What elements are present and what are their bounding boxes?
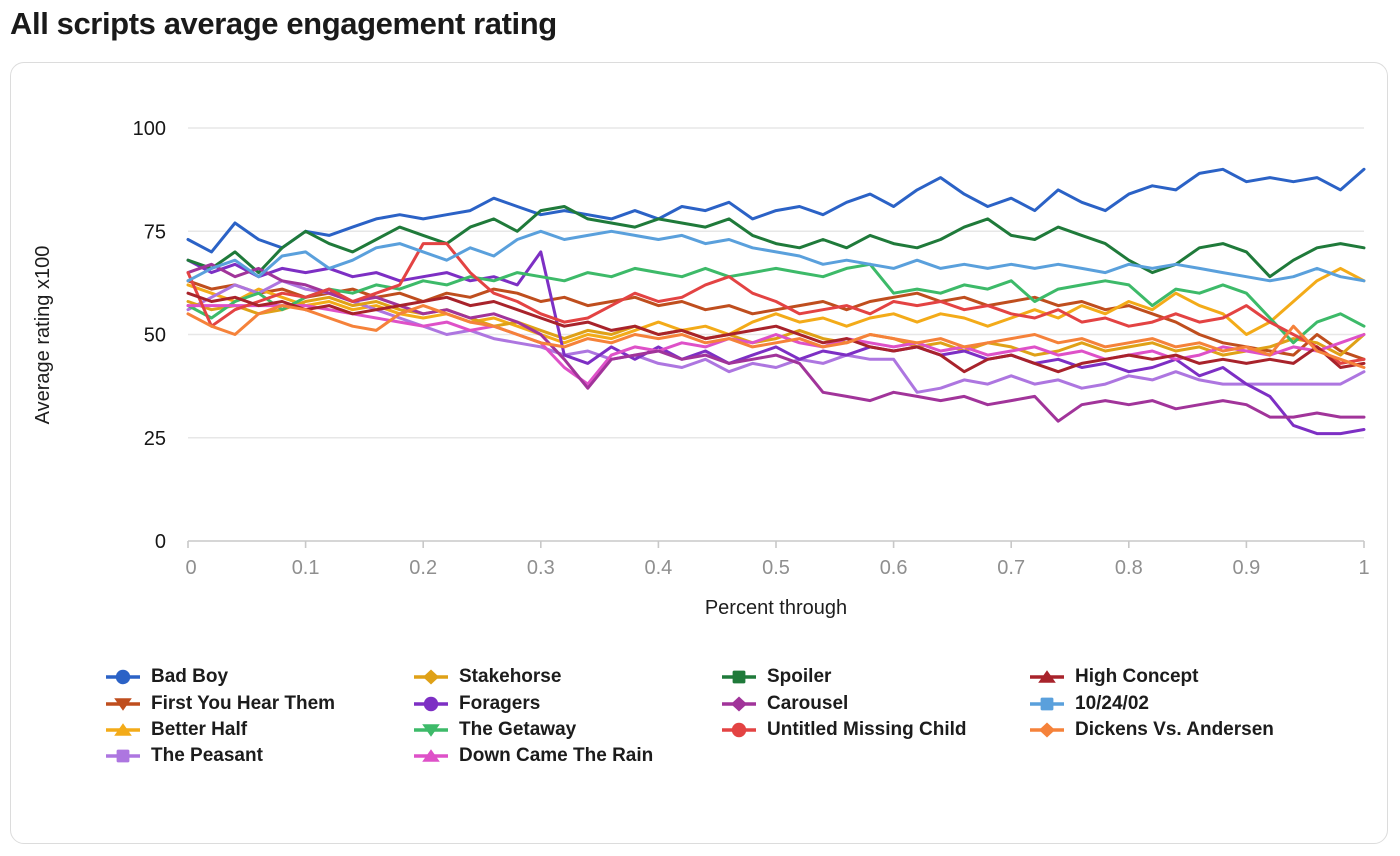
x-tick-label: 0.7 (997, 557, 1025, 579)
y-axis-title: Average rating x100 (32, 246, 54, 425)
circle-marker-icon (722, 722, 756, 738)
y-tick-label: 100 (133, 118, 166, 140)
series-line-dickens-vs-andersen (186, 304, 1366, 369)
series-line-the-getaway (186, 262, 1366, 345)
legend-item-stakehorse: Stakehorse (413, 664, 721, 690)
triangle-up-marker-icon (1030, 670, 1064, 683)
legend-label: Down Came The Rain (459, 745, 654, 767)
series-line-10-24-02 (186, 229, 1366, 283)
series-line-foragers (186, 250, 1366, 436)
series-line-the-peasant (186, 279, 1366, 394)
chart-card: 0 25 50 75 100 0 0.1 0.2 0.3 0.4 0.5 0.6 0.7 0.8 0.9 1 … (10, 62, 1388, 844)
series-line-stakehorse (186, 295, 1366, 357)
x-tick-label: 0.4 (644, 557, 672, 579)
x-tick-label: 0.1 (292, 557, 320, 579)
x-tick-label: 1 (1358, 557, 1369, 579)
y-tick-label: 50 (144, 325, 166, 347)
x-tick-label: 0 (185, 557, 196, 579)
legend-label: Better Half (151, 718, 248, 740)
legend-label: Untitled Missing Child (767, 718, 967, 740)
y-tick-label: 0 (155, 531, 166, 553)
diamond-marker-icon (1030, 722, 1064, 738)
legend-item-10-24-02: 10/24/02 (1029, 690, 1337, 716)
square-marker-icon (722, 670, 756, 684)
legend-item-foragers: Foragers (413, 690, 721, 716)
legend-item-untitled-missing-child: Untitled Missing Child (721, 717, 1029, 743)
legend-label: The Peasant (151, 745, 263, 767)
legend-column: High Concept 10/24/02 Dickens Vs. Andersen (1029, 664, 1337, 743)
square-marker-icon (106, 749, 140, 763)
triangle-down-marker-icon (106, 697, 140, 711)
legend-label: Dickens Vs. Andersen (1075, 718, 1274, 740)
series-line-bad-boy (186, 167, 1366, 254)
legend-column: Bad Boy First You Hear Them Better Half The… (105, 664, 413, 770)
x-tick-label: 0.9 (1232, 557, 1260, 579)
legend-label: The Getaway (459, 718, 577, 740)
series-line-first-you-hear-them (186, 279, 1366, 361)
x-tick-label: 0.6 (880, 557, 908, 579)
series-line-high-concept (186, 291, 1366, 374)
triangle-up-marker-icon (106, 723, 140, 736)
y-tick-label: 25 (144, 428, 166, 450)
diamond-marker-icon (722, 696, 756, 712)
triangle-up-marker-icon (414, 749, 448, 763)
legend-item-spoiler: Spoiler (721, 664, 1029, 690)
circle-marker-icon (106, 669, 140, 685)
legend-label: Stakehorse (459, 666, 562, 688)
x-tick-label: 0.3 (527, 557, 555, 579)
legend-label: 10/24/02 (1075, 692, 1149, 714)
series-line-untitled-missing-child (186, 242, 1366, 365)
x-axis-title: Percent through (705, 597, 847, 619)
series-layer (186, 167, 1366, 436)
legend-item-first-you-hear-them: First You Hear Them (105, 690, 413, 716)
legend-column: Stakehorse Foragers The Getaway Down Came T… (413, 664, 721, 770)
legend-item-carousel: Carousel (721, 690, 1029, 716)
legend-label: Bad Boy (151, 666, 229, 688)
legend-item-bad-boy: Bad Boy (105, 664, 413, 690)
legend-item-high-concept: High Concept (1029, 664, 1337, 690)
diamond-marker-icon (414, 669, 448, 685)
legend-label: Spoiler (767, 666, 832, 688)
legend-column: Spoiler Carousel Untitled Missing Child (721, 664, 1029, 743)
x-tick-label: 0.5 (762, 557, 790, 579)
x-tick-label: 0.8 (1115, 557, 1143, 579)
circle-marker-icon (414, 696, 448, 711)
legend-label: Foragers (459, 692, 541, 714)
legend-label: First You Hear Them (151, 692, 336, 714)
legend-label: High Concept (1075, 666, 1199, 688)
legend-item-the-peasant: The Peasant (105, 743, 413, 769)
page-title: All scripts average engagement rating (10, 6, 557, 41)
axis-layer: 0 25 50 75 100 0 0.1 0.2 0.3 0.4 0.5 0.6 0.7 0.8 0.9 1 (133, 118, 1370, 579)
x-tick-label: 0.2 (409, 557, 437, 579)
legend-item-dickens-vs-andersen: Dickens Vs. Andersen (1029, 717, 1337, 743)
series-line-carousel (186, 262, 1366, 423)
legend-item-down-came-the-rain: Down Came The Rain (413, 743, 721, 769)
legend-item-the-getaway: The Getaway (413, 717, 721, 743)
legend-item-better-half: Better Half (105, 717, 413, 743)
y-tick-label: 75 (144, 221, 166, 243)
chart-legend: Bad Boy First You Hear Them Better Half The… (105, 664, 1337, 770)
triangle-down-marker-icon (414, 724, 448, 737)
legend-label: Carousel (767, 692, 849, 714)
square-marker-icon (1030, 697, 1064, 710)
